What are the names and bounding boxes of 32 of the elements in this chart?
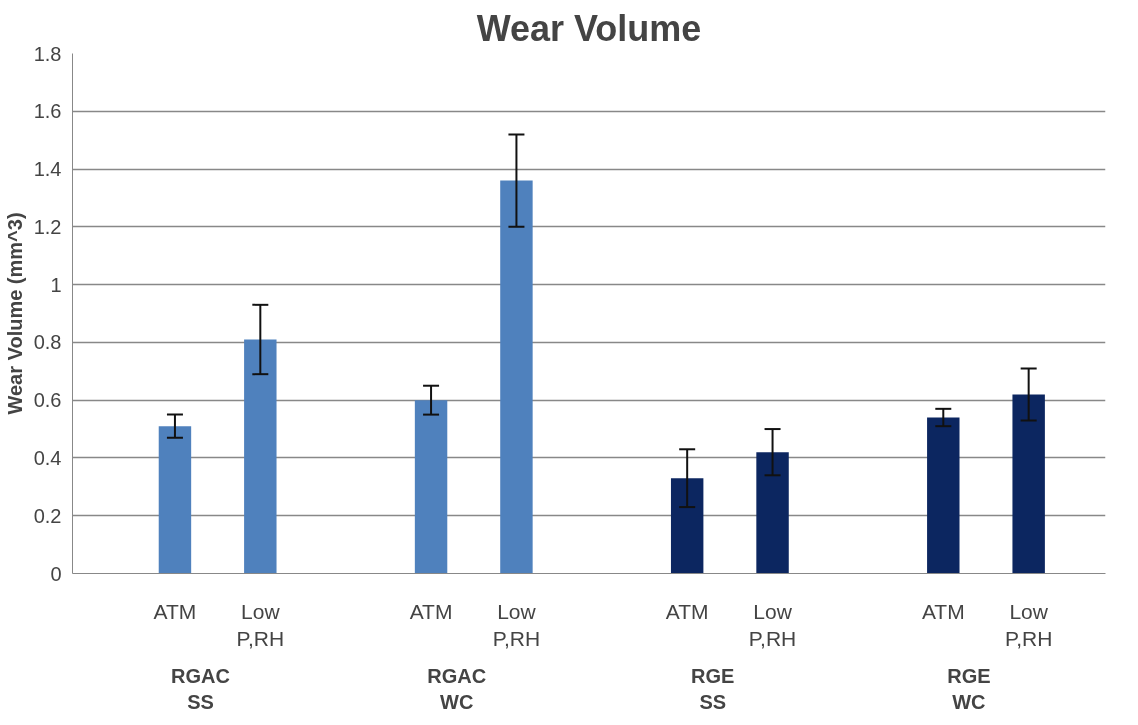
bar bbox=[414, 400, 448, 574]
x-tick-label: Low P,RH bbox=[748, 599, 797, 651]
chart-title: Wear Volume bbox=[476, 7, 702, 49]
x-tick-label: ATM bbox=[665, 599, 709, 623]
y-tick-label: 0 bbox=[50, 562, 62, 585]
text: RGAC SS bbox=[171, 664, 231, 713]
y-tick-label: 1.4 bbox=[33, 158, 62, 181]
y-tick-label: 1.2 bbox=[33, 215, 62, 238]
bar bbox=[1012, 394, 1045, 574]
text: RGE SS bbox=[691, 664, 735, 713]
bar bbox=[756, 452, 789, 574]
y-tick-label: 1.6 bbox=[33, 100, 62, 123]
text: RGE WC bbox=[947, 664, 991, 713]
y-tick-label: 0.6 bbox=[33, 389, 62, 412]
y-tick-label: 1 bbox=[50, 273, 62, 296]
y-tick-label: 0.4 bbox=[33, 446, 62, 469]
y-tick-label: 1.8 bbox=[33, 42, 62, 65]
bar bbox=[158, 426, 192, 574]
x-tick-label: ATM bbox=[409, 599, 453, 623]
bar bbox=[500, 180, 533, 574]
y-tick-label: 0.2 bbox=[33, 504, 62, 527]
text: RGAC WC bbox=[427, 664, 487, 713]
x-tick-label: Low P,RH bbox=[236, 599, 285, 651]
x-tick-label: Low P,RH bbox=[492, 599, 541, 651]
x-tick-label: ATM bbox=[153, 599, 197, 623]
bar bbox=[670, 478, 704, 574]
x-tick-label: Low P,RH bbox=[1004, 599, 1053, 651]
x-tick-label: ATM bbox=[921, 599, 965, 623]
bar bbox=[244, 339, 277, 574]
bar bbox=[927, 417, 960, 574]
y-axis-title: Wear Volume (mm^3) bbox=[3, 212, 26, 415]
y-tick-label: 0.8 bbox=[33, 331, 62, 354]
